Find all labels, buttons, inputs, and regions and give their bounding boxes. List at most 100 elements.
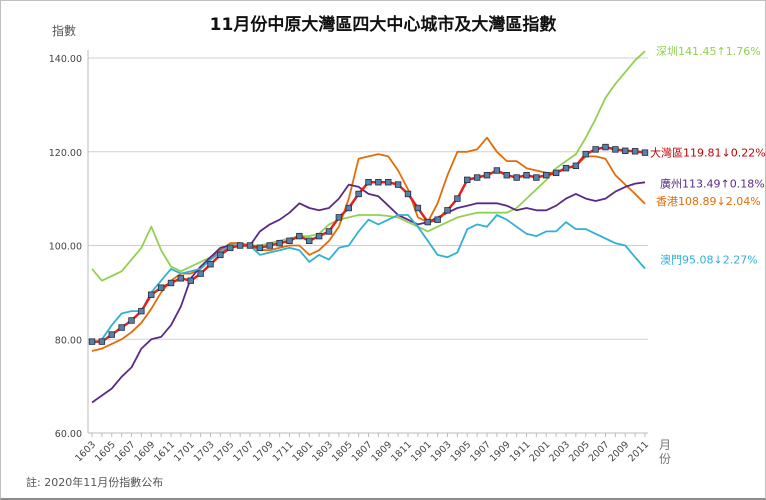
series-line-0: [91, 50, 646, 282]
x-tick-label: 2005: [567, 439, 592, 464]
data-marker: [187, 277, 194, 284]
series-end-label: 澳門95.08↓2.27%: [660, 254, 758, 267]
x-tick-label: 1811: [389, 439, 414, 464]
x-tick-label: 1609: [132, 439, 157, 464]
data-marker: [473, 174, 481, 181]
data-marker: [434, 216, 441, 223]
data-marker: [207, 261, 214, 268]
data-marker: [276, 239, 283, 247]
data-marker: [177, 275, 185, 282]
data-marker: [236, 242, 244, 249]
data-marker: [483, 171, 491, 179]
x-tick-label: 1909: [488, 439, 513, 464]
y-axis-label: 指數: [52, 24, 77, 38]
x-tick-label: 1901: [409, 439, 434, 464]
x-tick-label: 1607: [113, 439, 138, 464]
x-tick-label: 1705: [211, 439, 236, 464]
x-tick-label: 1709: [251, 439, 276, 464]
data-marker: [365, 179, 372, 186]
series-end-label: 深圳141.45↑1.76%: [656, 45, 761, 58]
x-tick-label: 2011: [626, 439, 651, 464]
data-marker: [157, 284, 165, 291]
series-line-4: [92, 145, 646, 343]
x-tick-label: 1711: [271, 439, 296, 464]
data-marker: [286, 237, 293, 245]
y-tick-label: 120.00: [49, 148, 82, 159]
y-tick-label: 60.00: [55, 429, 82, 440]
data-marker: [424, 218, 431, 226]
y-tick-label: 140.00: [49, 54, 82, 65]
data-marker: [98, 338, 106, 345]
series-end-label: 大灣區119.81↓0.22%: [650, 146, 766, 160]
y-tick-label: 80.00: [55, 335, 82, 346]
data-marker: [385, 179, 392, 186]
series-end-label: 廣州113.49↑0.18%: [660, 176, 765, 190]
x-tick-label: 1605: [93, 439, 118, 464]
data-marker: [454, 195, 461, 202]
data-marker: [128, 317, 135, 324]
data-marker: [562, 164, 570, 172]
data-marker: [88, 338, 96, 345]
x-tick-label: 1807: [350, 439, 375, 464]
x-tick-label: 2003: [547, 439, 572, 464]
data-marker: [622, 147, 629, 155]
chart-title: 11月份中原大灣區四大中心城市及大灣區指數: [209, 15, 557, 35]
data-marker: [345, 204, 352, 212]
data-marker: [552, 169, 560, 177]
x-tick-label: 1603: [73, 439, 98, 464]
data-marker: [464, 176, 471, 184]
data-marker: [325, 228, 333, 235]
data-marker: [256, 244, 264, 252]
data-marker: [543, 171, 550, 179]
data-marker: [404, 190, 412, 198]
x-tick-label: 1905: [448, 439, 473, 464]
data-marker: [335, 214, 343, 221]
x-tick-label: 1801: [290, 439, 315, 464]
data-marker: [513, 174, 520, 181]
data-marker: [612, 146, 619, 153]
data-marker: [315, 232, 323, 240]
x-tick-label: 1805: [330, 439, 355, 464]
series-end-label: 香港108.89↓2.04%: [656, 195, 761, 208]
data-marker: [108, 331, 115, 338]
data-marker: [138, 307, 145, 315]
data-marker: [592, 146, 599, 153]
data-marker: [631, 148, 639, 155]
x-tick-label: 1703: [192, 439, 217, 464]
footnote: 註: 2020年11月份指數公布: [26, 476, 164, 489]
data-marker: [582, 150, 589, 158]
data-marker: [493, 167, 501, 174]
data-marker: [266, 242, 273, 249]
data-marker: [217, 251, 224, 259]
data-marker: [602, 143, 609, 151]
x-tick-label: 2009: [606, 439, 631, 464]
x-tick-label: 2001: [527, 439, 552, 464]
x-axis-label: 月份: [659, 438, 672, 466]
series-line-2: [91, 181, 646, 404]
data-marker: [118, 324, 125, 331]
series-line-3: [91, 214, 646, 345]
data-marker: [572, 162, 580, 170]
data-marker: [306, 237, 313, 245]
x-tick-label: 1903: [429, 439, 454, 464]
data-marker: [296, 232, 303, 240]
data-marker: [394, 181, 402, 188]
x-tick-label: 1803: [310, 439, 335, 464]
y-tick-label: 100.00: [49, 242, 82, 253]
x-tick-label: 1611: [152, 439, 177, 464]
data-marker: [355, 190, 362, 198]
x-tick-label: 1907: [468, 439, 493, 464]
data-marker: [641, 149, 649, 156]
data-marker: [533, 174, 540, 181]
x-tick-label: 2007: [587, 439, 612, 464]
data-marker: [148, 291, 155, 298]
data-marker: [444, 207, 451, 214]
x-tick-label: 1809: [369, 439, 394, 464]
data-marker: [523, 171, 530, 179]
x-tick-label: 1911: [508, 439, 533, 464]
data-marker: [503, 171, 510, 179]
data-marker: [197, 270, 204, 277]
x-tick-label: 1701: [172, 439, 197, 464]
data-marker: [167, 279, 175, 287]
